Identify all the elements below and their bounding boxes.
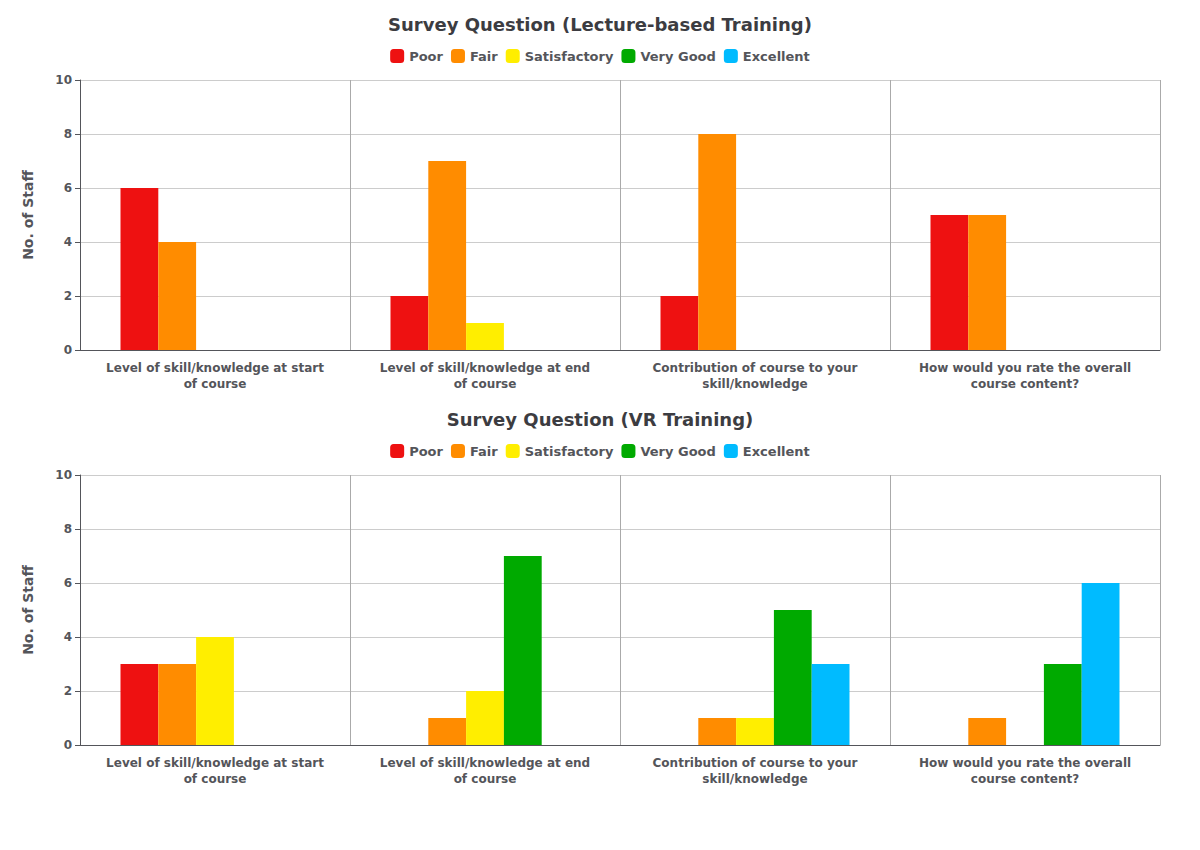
svg-text:Very Good: Very Good	[640, 444, 715, 459]
svg-text:Poor: Poor	[409, 49, 443, 64]
svg-text:2: 2	[64, 684, 72, 698]
svg-text:How would you rate the overall: How would you rate the overall	[919, 361, 1131, 375]
svg-text:Poor: Poor	[409, 444, 443, 459]
svg-text:Level of skill/knowledge at en: Level of skill/knowledge at end	[380, 756, 590, 770]
svg-text:2: 2	[64, 289, 72, 303]
svg-text:Fair: Fair	[470, 444, 498, 459]
svg-text:skill/knowledge: skill/knowledge	[702, 772, 807, 786]
svg-text:No. of Staff: No. of Staff	[20, 565, 36, 655]
svg-text:Contribution of course to your: Contribution of course to your	[653, 361, 858, 375]
svg-text:of course: of course	[454, 772, 517, 786]
svg-text:Fair: Fair	[470, 49, 498, 64]
svg-text:10: 10	[55, 468, 72, 482]
svg-text:Survey Question (Lecture-based: Survey Question (Lecture-based Training)	[388, 14, 812, 35]
svg-text:8: 8	[64, 522, 72, 536]
svg-text:Excellent: Excellent	[743, 444, 810, 459]
svg-text:4: 4	[64, 630, 72, 644]
svg-text:Contribution of course to your: Contribution of course to your	[653, 756, 858, 770]
svg-text:of course: of course	[184, 377, 247, 391]
svg-text:How would you rate the overall: How would you rate the overall	[919, 756, 1131, 770]
svg-text:0: 0	[64, 738, 72, 752]
svg-text:6: 6	[64, 576, 72, 590]
svg-text:Satisfactory: Satisfactory	[525, 49, 614, 64]
svg-text:course content?: course content?	[971, 377, 1079, 391]
svg-text:8: 8	[64, 127, 72, 141]
svg-text:10: 10	[55, 73, 72, 87]
svg-text:Level of skill/knowledge at st: Level of skill/knowledge at start	[106, 361, 324, 375]
svg-text:Level of skill/knowledge at st: Level of skill/knowledge at start	[106, 756, 324, 770]
svg-text:Level of skill/knowledge at en: Level of skill/knowledge at end	[380, 361, 590, 375]
svg-text:course content?: course content?	[971, 772, 1079, 786]
svg-text:skill/knowledge: skill/knowledge	[702, 377, 807, 391]
svg-text:Survey Question (VR Training): Survey Question (VR Training)	[447, 409, 754, 430]
svg-text:0: 0	[64, 343, 72, 357]
svg-text:Very Good: Very Good	[640, 49, 715, 64]
svg-text:Excellent: Excellent	[743, 49, 810, 64]
svg-text:Satisfactory: Satisfactory	[525, 444, 614, 459]
svg-text:4: 4	[64, 235, 72, 249]
svg-text:of course: of course	[454, 377, 517, 391]
svg-text:of course: of course	[184, 772, 247, 786]
svg-text:6: 6	[64, 181, 72, 195]
svg-text:No. of Staff: No. of Staff	[20, 170, 36, 260]
